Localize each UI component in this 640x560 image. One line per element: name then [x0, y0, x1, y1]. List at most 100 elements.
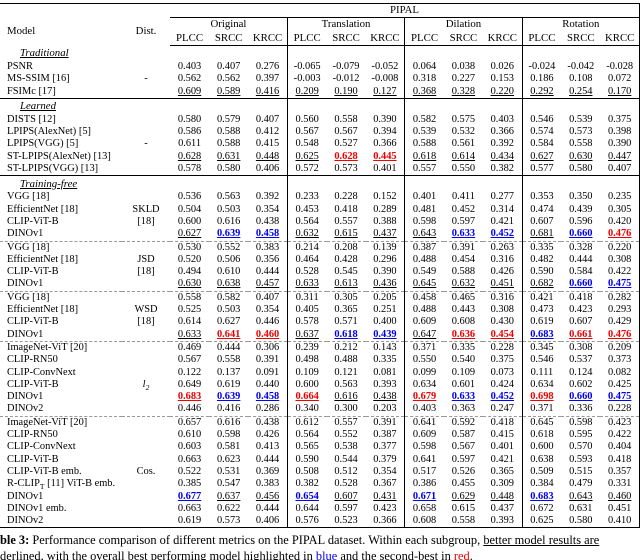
metric-value-cell: 0.506 — [216, 253, 241, 265]
metric-value-cell: 0.407 — [216, 61, 241, 72]
metric-value-cell: 0.633 — [286, 278, 327, 292]
metric-value-cell: 0.630 — [569, 150, 593, 162]
metric-value-cell: 0.385 — [177, 478, 202, 490]
model-name-cell: DINOv1 — [7, 278, 44, 290]
metric-value-cell: 0.597 — [451, 215, 476, 227]
metric-value-cell: 0.596 — [569, 215, 593, 227]
metric-value-cell: -0.079 — [332, 61, 360, 72]
metric-value-cell: 0.401 — [490, 441, 514, 453]
filler-cell — [443, 175, 483, 192]
filler-cell — [443, 97, 483, 114]
metric-value-cell: 0.494 — [177, 266, 202, 278]
filler-cell — [327, 46, 366, 62]
caption-line-1: ble 3: Performance comparison of differe… — [0, 533, 640, 548]
group-header-row: Model Dist. Original Translation Dilation R… — [0, 17, 640, 37]
metric-value-cell: 0.440 — [255, 378, 280, 390]
metric-value-cell: 0.582 — [209, 290, 249, 305]
metric-value-cell: 0.354 — [255, 203, 280, 215]
metric-value-cell: 0.616 — [216, 215, 241, 227]
table-row: ImageNet-ViT [20] 0.469 0.444 0.306 0.239 0.2… — [0, 340, 640, 355]
metric-value-cell: 0.431 — [373, 490, 397, 502]
metric-value-cell: 0.580 — [177, 113, 202, 125]
metric-value-cell: 0.634 — [521, 378, 562, 392]
metric-value-cell: 0.532 — [451, 126, 476, 138]
metric-value-cell: 0.366 — [490, 126, 514, 138]
metric-value-cell: 0.590 — [286, 453, 327, 466]
metric-value-cell: 0.683 — [521, 328, 562, 342]
model-name-cell: DINOv1 — [7, 391, 44, 403]
dist-cell — [122, 415, 170, 430]
metric-value-cell: 0.482 — [521, 253, 562, 267]
metric-value-cell: 0.406 — [255, 515, 280, 527]
metric-value-cell: 0.444 — [255, 266, 280, 278]
table-row: R-CLIPT [11] ViT-B emb. 0.385 0.547 0.383 0.… — [0, 478, 640, 491]
metric-value-cell: 0.683 — [521, 490, 562, 503]
metric-value-cell: 0.593 — [569, 453, 593, 465]
filler-cell — [170, 175, 210, 192]
metric-value-cell: 0.570 — [569, 441, 593, 453]
metric-value-cell: 0.641 — [404, 453, 444, 466]
metric-value-cell: 0.121 — [334, 366, 358, 378]
metric-value-cell: 0.608 — [451, 316, 476, 328]
metric-value-cell: 0.403 — [404, 403, 444, 417]
metric-value-cell: 0.452 — [490, 228, 514, 240]
metric-value-cell: 0.306 — [248, 340, 288, 355]
caption-text: Performance comparison of different metr… — [29, 533, 484, 548]
metric-value-cell: 0.401 — [373, 163, 397, 175]
metric-value-cell: 0.439 — [373, 328, 397, 340]
metric-value-cell: 0.571 — [334, 316, 358, 328]
metric-value-cell: 0.451 — [490, 278, 514, 290]
metric-value-cell: 0.428 — [334, 253, 358, 265]
metric-value-cell: 0.517 — [404, 465, 444, 479]
filler-cell — [561, 97, 601, 114]
metric-value-cell: 0.509 — [521, 465, 562, 479]
metric-value-cell: 0.636 — [451, 328, 476, 340]
metric-value-cell: 0.561 — [451, 138, 476, 150]
metric-value-cell: 0.335 — [521, 240, 562, 254]
metric-value-cell: 0.580 — [216, 163, 241, 175]
section-label: Training-free — [0, 175, 170, 192]
metric-value-cell: 0.614 — [177, 316, 202, 328]
metric-value-cell: 0.413 — [255, 441, 280, 453]
caption-line-2: derlined, with the overall best performi… — [0, 549, 640, 560]
group-header-original: Original — [210, 18, 247, 30]
metric-value-cell: 0.638 — [521, 453, 562, 466]
table-row: VGG [18] 0.558 0.582 0.407 0.311 0.305 0.205 0.… — [0, 290, 640, 305]
metric-value-cell: 0.564 — [286, 215, 327, 229]
metric-value-cell: 0.607 — [334, 490, 358, 502]
filler-cell — [600, 175, 640, 192]
metric-value-cell: 0.598 — [404, 215, 444, 229]
metric-value-cell: 0.595 — [569, 429, 593, 441]
filler-cell — [326, 97, 366, 114]
metric-header-row: PLCC SRCC KRCC PLCC SRCC KRCC PLCC SRCC KRCC PLCC… — [0, 31, 640, 46]
metric-value-cell: 0.504 — [177, 203, 202, 215]
table-body: Traditional PSNR 0.403 0.407 0.276 -0.065 -0.0… — [0, 45, 640, 528]
dist-cell — [122, 340, 170, 355]
filler-cell — [521, 97, 562, 114]
metric-value-cell: 0.464 — [286, 253, 327, 267]
model-name-cell: DINOv1 — [7, 228, 44, 240]
dist-cell — [122, 228, 170, 241]
metric-value-cell: 0.420 — [600, 215, 640, 229]
metric-value-cell: 0.588 — [216, 138, 241, 150]
caption-blue-word: blue — [315, 548, 338, 560]
metric-value-cell: 0.448 — [255, 150, 280, 162]
metric-value-cell: 0.681 — [521, 228, 562, 242]
metric-value-cell: 0.639 — [216, 228, 241, 240]
metric-value-cell: 0.573 — [334, 163, 358, 175]
metric-value-cell: 0.618 — [334, 328, 358, 340]
metric-value-cell: 0.575 — [451, 113, 476, 125]
metric-value-cell: 0.437 — [373, 228, 397, 240]
metric-value-cell: 0.580 — [569, 163, 593, 175]
col-header-dist: Dist. — [135, 25, 157, 38]
metric-value-cell: 0.108 — [569, 73, 593, 85]
metric-value-cell: 0.109 — [286, 366, 327, 379]
table-row: CLIP-ViT-B [18] 0.494 0.610 0.444 0.528 0.545 0… — [0, 266, 640, 279]
filler-cell — [209, 175, 249, 192]
metric-value-cell: 0.632 — [451, 278, 476, 290]
metric-value-cell: 0.186 — [521, 73, 562, 86]
results-table: PIPAL Model Dist. Original Translation Dil… — [0, 3, 640, 529]
metric-value-cell: 0.254 — [569, 85, 593, 97]
filler-cell — [286, 45, 327, 61]
metric-value-cell: 0.152 — [373, 191, 397, 203]
